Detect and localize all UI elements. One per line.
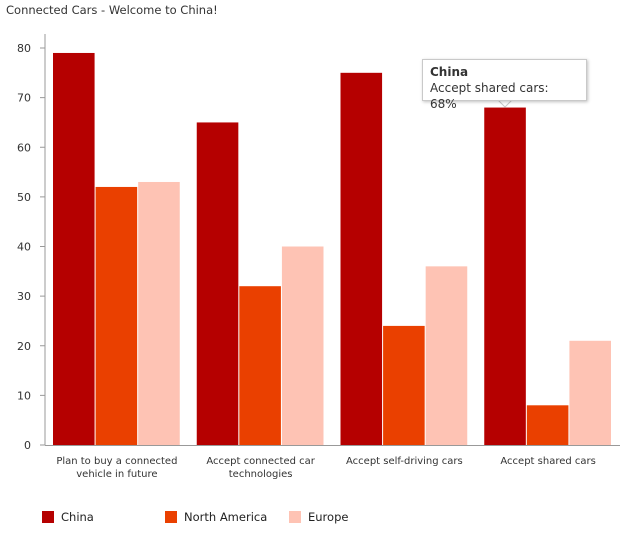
legend-item-north-america[interactable]: North America xyxy=(165,510,267,524)
bar-north-america-1 xyxy=(95,186,138,445)
bar-north-america-3 xyxy=(383,325,425,445)
legend-swatch-china xyxy=(42,511,54,523)
y-tick-label: 70 xyxy=(17,92,31,105)
bar-europe-2 xyxy=(281,246,324,445)
x-tick-label: vehicle in future xyxy=(76,469,157,480)
tooltip-text: Accept shared cars: 68% xyxy=(430,81,549,111)
legend-item-europe[interactable]: Europe xyxy=(289,510,348,524)
plot-area: 0 10 20 30 40 50 60 70 80 Plan to buy a connected… xyxy=(17,34,620,480)
x-tick-label: Accept connected car xyxy=(206,456,315,467)
tooltip: China Accept shared cars: 68% xyxy=(422,59,587,111)
legend: China North America Europe xyxy=(0,510,625,528)
y-tick-label: 80 xyxy=(17,42,31,55)
y-tick-label: 0 xyxy=(24,439,31,452)
x-tick-label: Accept self-driving cars xyxy=(346,456,463,467)
legend-label-europe: Europe xyxy=(308,510,349,524)
tooltip-title: China xyxy=(430,65,469,79)
chart-title: Connected Cars - Welcome to China! xyxy=(6,3,218,17)
bar-north-america-4 xyxy=(526,405,569,445)
legend-swatch-europe xyxy=(289,511,301,523)
legend-swatch-north-america xyxy=(165,511,177,523)
y-tick-label: 50 xyxy=(17,191,31,204)
x-tick-label: Accept shared cars xyxy=(500,456,595,467)
legend-item-china[interactable]: China xyxy=(42,510,94,524)
y-tick-label: 40 xyxy=(17,241,31,254)
y-tick-label: 10 xyxy=(17,389,31,402)
legend-label-north-america: North America xyxy=(184,510,268,524)
y-tick-label: 20 xyxy=(17,340,31,353)
bar-china-4 xyxy=(484,107,526,446)
bar-china-2 xyxy=(196,122,239,445)
bar-europe-3 xyxy=(425,266,468,445)
bar-europe-4 xyxy=(569,340,611,445)
bar-china-1 xyxy=(53,52,95,446)
bar-europe-1 xyxy=(138,181,180,446)
bar-north-america-2 xyxy=(239,286,281,445)
x-tick-label: Plan to buy a connected xyxy=(56,456,177,467)
bar-china-3 xyxy=(340,72,383,445)
x-tick-label: technologies xyxy=(229,469,293,480)
y-tick-label: 30 xyxy=(17,290,31,303)
legend-label-china: China xyxy=(61,510,94,524)
y-tick-label: 60 xyxy=(17,141,31,154)
